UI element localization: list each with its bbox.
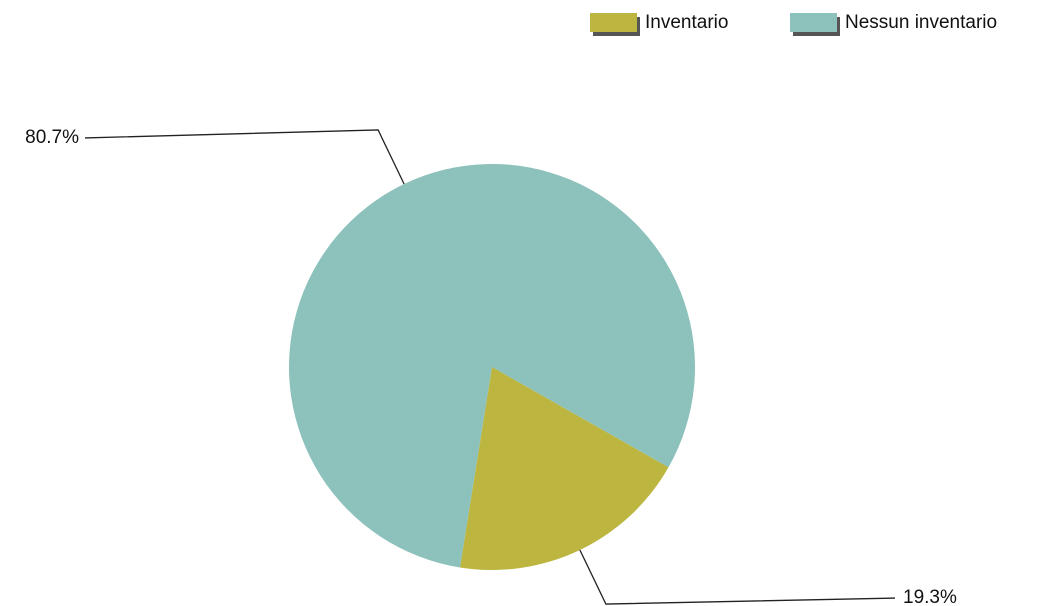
leader-line <box>84 129 405 185</box>
data-label: 80.7% <box>25 127 79 148</box>
legend-label: Inventario <box>645 12 728 33</box>
pie-slice <box>459 367 669 570</box>
pie-slice <box>289 163 696 568</box>
legend-swatch <box>590 13 637 32</box>
data-label: 19.3% <box>903 587 957 606</box>
legend-label: Nessun inventario <box>845 12 997 33</box>
leader-line <box>579 549 896 605</box>
legend-swatch <box>790 13 837 32</box>
